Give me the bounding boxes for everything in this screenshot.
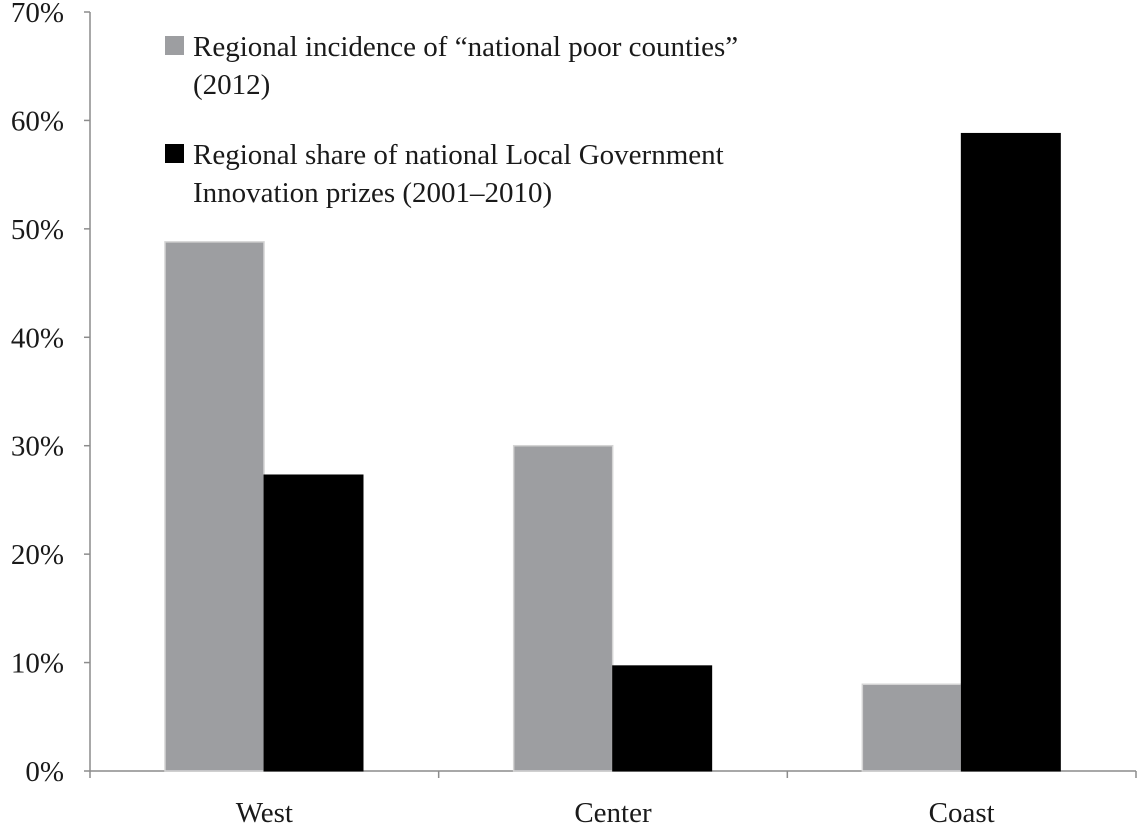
bar-west-series-1: [164, 241, 265, 772]
bar-coast-series-2: [960, 132, 1061, 772]
legend-label: Regional incidence of “national poor cou…: [193, 31, 738, 63]
y-tick-label: 10%: [11, 648, 64, 680]
bar-center-series-2: [612, 665, 713, 772]
y-tick-label: 70%: [11, 0, 64, 29]
legend-swatch: [165, 36, 184, 55]
bar-coast-series-1: [861, 683, 963, 772]
y-tick-label: 0%: [25, 756, 64, 788]
legend: Regional incidence of “national poor cou…: [165, 31, 738, 209]
y-tick-label: 40%: [11, 322, 64, 354]
legend-label: Innovation prizes (2001–2010): [193, 177, 552, 209]
category-labels: West Center Coast: [236, 797, 995, 826]
x-category-label: Coast: [929, 797, 995, 826]
bars: [164, 132, 1061, 772]
y-tick-label: 30%: [11, 431, 64, 463]
legend-label: Regional share of national Local Governm…: [193, 139, 724, 171]
bar-west-series-2: [263, 474, 364, 772]
y-tick-label: 60%: [11, 105, 64, 137]
y-tick-label: 50%: [11, 214, 64, 246]
y-tick-label: 20%: [11, 539, 64, 571]
x-category-label: West: [236, 797, 293, 826]
x-category-label: Center: [574, 797, 652, 826]
legend-swatch: [165, 144, 184, 163]
legend-label: (2012): [193, 69, 270, 101]
y-tick-labels: 0% 10% 20% 30% 40% 50% 60% 70%: [11, 0, 64, 788]
bar-center-series-1: [512, 444, 614, 772]
